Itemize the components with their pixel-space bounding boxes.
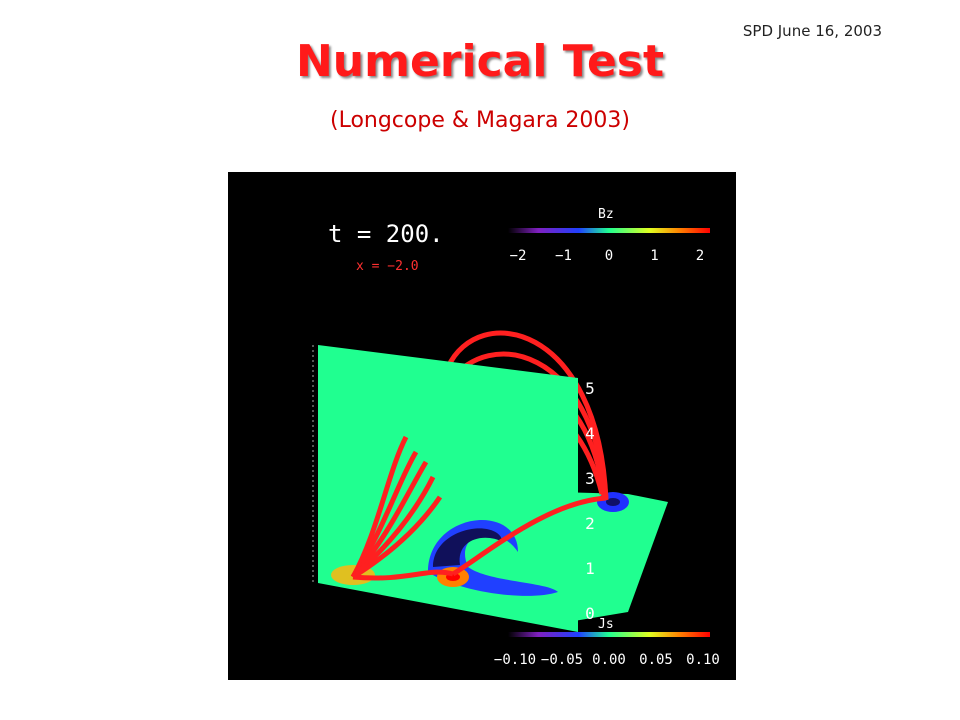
- js-tick: −0.10: [494, 652, 536, 668]
- date: SPD June 16, 2003: [742, 22, 882, 40]
- bz-tick: 0: [605, 248, 613, 264]
- x-label: x = −2.0: [356, 259, 419, 274]
- bz-tick: −1: [555, 248, 572, 264]
- js-tick: 0.10: [686, 652, 720, 668]
- z-axis-tick: 4: [585, 424, 595, 443]
- bz-label: Bz: [598, 207, 614, 222]
- bz-tick: 2: [696, 248, 704, 264]
- vertical-plane: [318, 345, 578, 632]
- polarity-core: [606, 498, 620, 506]
- z-axis-tick: 1: [585, 559, 595, 578]
- z-axis-tick: 5: [585, 379, 595, 398]
- z-axis-tick: 0: [585, 604, 595, 623]
- time-label: t = 200.: [328, 220, 444, 248]
- title: Numerical Test: [295, 36, 665, 87]
- z-axis-tick: 3: [585, 469, 595, 488]
- bz-tick: 1: [650, 248, 658, 264]
- field-lines: [350, 435, 607, 581]
- floor-plane: [558, 492, 668, 622]
- js-tick: −0.05: [541, 652, 583, 668]
- bz-colorbar: [508, 228, 710, 233]
- js-colorbar: [508, 632, 710, 637]
- current-core: [433, 528, 503, 567]
- z-axis-tick: 2: [585, 514, 595, 533]
- js-tick: 0.05: [639, 652, 673, 668]
- js-label: Js: [598, 617, 614, 632]
- simulation-figure: t = 200. x = −2.0 Bz −2 −1 0 1 2 5 4 3 2 1 0 Js −…: [228, 172, 736, 680]
- bz-tick: −2: [510, 248, 527, 264]
- js-tick: 0.00: [592, 652, 626, 668]
- subtitle: (Longcope & Magara 2003): [329, 108, 631, 133]
